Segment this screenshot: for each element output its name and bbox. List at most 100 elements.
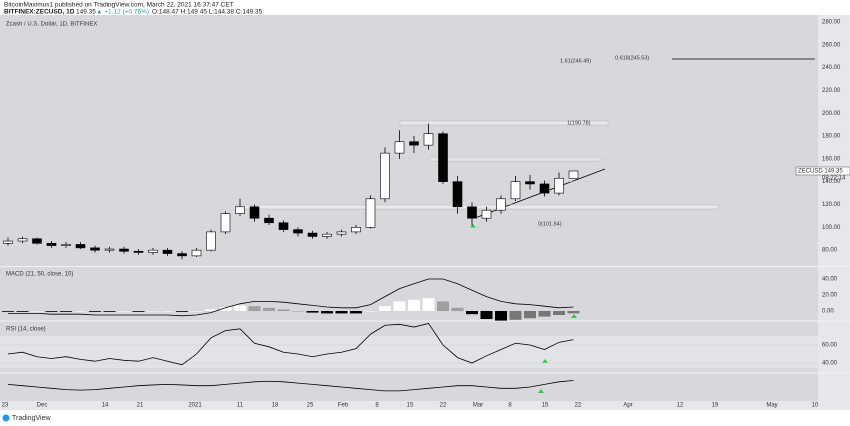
candle-body [17, 238, 28, 242]
indicator-line [7, 380, 574, 392]
y-tick-label: 0.00 [822, 309, 834, 315]
candle-body [3, 240, 13, 244]
x-tick-label: 11 [237, 403, 244, 409]
histogram-bar [509, 311, 522, 320]
candle-body [32, 238, 42, 244]
x-tick-label: 22 [440, 403, 447, 409]
pane-title: MACD (21, 50, close, 10) [6, 272, 73, 278]
x-tick-label: 8 [508, 403, 512, 409]
y-tick-label: 240.00 [822, 65, 841, 71]
histogram-bar [263, 307, 275, 311]
footer-brand: TradingView [12, 415, 51, 422]
candle-body [220, 213, 231, 233]
annotation: 1(190.78) [567, 120, 591, 126]
annotation: 0(101.54) [538, 221, 562, 227]
pane-title: Zcash / U.S. Dollar, 1D, BITFINEX [6, 22, 97, 28]
histogram-bar [219, 307, 232, 311]
histogram-bar [321, 311, 333, 314]
histogram-bar [335, 311, 348, 314]
candle-body [307, 232, 318, 237]
histogram-bar [248, 306, 261, 311]
y-tick-label: 20.00 [822, 293, 838, 299]
histogram-bar [277, 309, 290, 311]
signal-arrow [571, 314, 577, 318]
macd-line [8, 278, 574, 317]
y-tick-label: 280.00 [822, 19, 841, 25]
y-tick-label: 220.00 [822, 88, 841, 94]
candle-body [322, 233, 332, 237]
histogram-bar [480, 311, 493, 319]
histogram-bar [2, 311, 14, 312]
histogram-bar [538, 311, 551, 317]
annotation: 0.618(245.53) [615, 55, 649, 61]
x-tick-label: Dec [37, 403, 48, 409]
countdown: 08:22:14 [822, 176, 846, 182]
candle-body [264, 217, 274, 224]
candle-body [235, 206, 245, 214]
y-tick-label: 260.00 [822, 42, 841, 48]
x-tick-label: 15 [407, 403, 414, 409]
candle-body [191, 249, 202, 257]
histogram-bar [495, 311, 507, 321]
histogram-bar [567, 311, 580, 314]
y-tick-label: 200.00 [822, 111, 841, 117]
y-tick-label: 80.00 [822, 248, 838, 254]
histogram-bar [437, 301, 449, 311]
candle-body [481, 209, 492, 219]
candle-body [104, 248, 115, 251]
x-tick-label: Mar [473, 403, 483, 409]
price-axis [818, 15, 850, 401]
price-tag: ZECUSD 149.35 [798, 169, 843, 175]
header-change: ▲ +1.12 (+0.76%) [96, 9, 149, 16]
histogram-bar [466, 311, 478, 315]
histogram-bar [422, 298, 435, 311]
candle-body [554, 177, 564, 194]
histogram-bar [306, 311, 319, 313]
x-tick-label: 10 [812, 403, 819, 409]
y-tick-label: 180.00 [822, 134, 841, 140]
histogram-bar [45, 311, 58, 312]
header-ohlc: O:148.47 H:149.45 L:144.38 C:149.35 [152, 9, 263, 16]
candle-body [510, 181, 521, 200]
histogram-bar [553, 311, 565, 315]
histogram-bar [205, 309, 217, 311]
candle-body [133, 251, 144, 253]
candle-body [61, 244, 71, 246]
candle-body [148, 249, 158, 253]
y-tick-label: 140.00 [822, 179, 841, 185]
x-tick-label: 25 [307, 403, 314, 409]
x-tick-label: May [766, 403, 777, 409]
candle-body [409, 141, 419, 146]
x-tick-label: 18 [272, 403, 279, 409]
x-tick-label: 8 [375, 403, 379, 409]
y-tick-label: 40.00 [822, 277, 838, 283]
candle-body [438, 133, 448, 182]
candle-body [162, 249, 173, 254]
x-tick-label: 15 [542, 403, 549, 409]
histogram-bar [176, 311, 188, 312]
x-tick-label: 21 [137, 403, 144, 409]
candle-body [90, 247, 100, 251]
candle-body [278, 222, 289, 230]
candle-body [46, 243, 57, 246]
pane-title: RSI (14, close) [6, 327, 46, 333]
candle-body [394, 141, 405, 154]
histogram-bar [16, 311, 29, 312]
x-tick-label: 2021 [188, 403, 202, 409]
candle-body [75, 244, 86, 249]
candle-body [539, 183, 550, 194]
signal-arrow [538, 389, 544, 393]
y-tick-label: 40.00 [822, 361, 838, 367]
brand-logo [2, 414, 10, 422]
header-price: 149.35 [76, 9, 96, 16]
histogram-bar [74, 311, 87, 312]
y-tick-label: 100.00 [822, 225, 841, 231]
annotation: 1.61(246.49) [560, 58, 591, 64]
level-zone [399, 120, 609, 126]
histogram-bar [408, 299, 420, 311]
candle-body [293, 229, 303, 234]
candle-body [249, 206, 260, 219]
histogram-bar [451, 307, 464, 311]
signal-arrow [542, 359, 548, 363]
